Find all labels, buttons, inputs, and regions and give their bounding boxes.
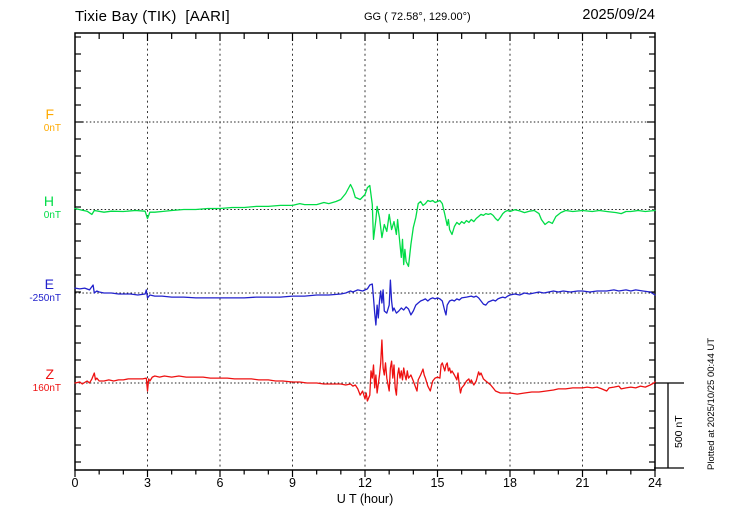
x-tick-label-15: 15	[430, 476, 445, 490]
station-title: Tixie Bay (TIK) [AARI]	[75, 8, 230, 25]
x-tick-label-12: 12	[358, 476, 372, 490]
x-axis-title: U T (hour)	[336, 492, 394, 506]
plot-frame	[74, 32, 656, 471]
x-tick-label-3: 3	[144, 476, 151, 490]
x-tick-label-21: 21	[575, 476, 590, 490]
geographic-coordinates: GG ( 72.58°, 129.00°)	[364, 11, 471, 23]
x-tick-label-18: 18	[503, 476, 517, 490]
baseline-value-E: -250nT	[29, 293, 61, 304]
component-letter-F: F	[45, 106, 54, 122]
plotted-at-note: Plotted at 2025/10/25 00:44 UT	[706, 337, 717, 470]
series-label-H: H 0nT	[6, 194, 62, 221]
trace-H	[74, 183, 656, 268]
observation-date: 2025/09/24	[582, 7, 655, 23]
series-label-F: F 0nT	[6, 107, 62, 134]
x-tick-label-24: 24	[648, 476, 662, 490]
component-letter-H: H	[43, 193, 54, 209]
trace-E	[74, 279, 656, 326]
x-tick-label-0: 0	[71, 476, 79, 490]
series-label-E: E -250nT	[6, 277, 62, 304]
baseline-value-F: 0nT	[43, 123, 61, 134]
trace-Z	[74, 339, 656, 402]
x-tick-label-6: 6	[216, 476, 224, 490]
baseline-value-H: 0nT	[43, 210, 61, 221]
baseline-value-Z: 160nT	[32, 383, 61, 394]
x-tick-label-9: 9	[289, 476, 296, 490]
component-letter-Z: Z	[45, 366, 54, 382]
scale-bar-label: 500 nT	[673, 415, 685, 448]
series-label-Z: Z 160nT	[6, 367, 62, 394]
component-letter-E: E	[44, 276, 54, 292]
